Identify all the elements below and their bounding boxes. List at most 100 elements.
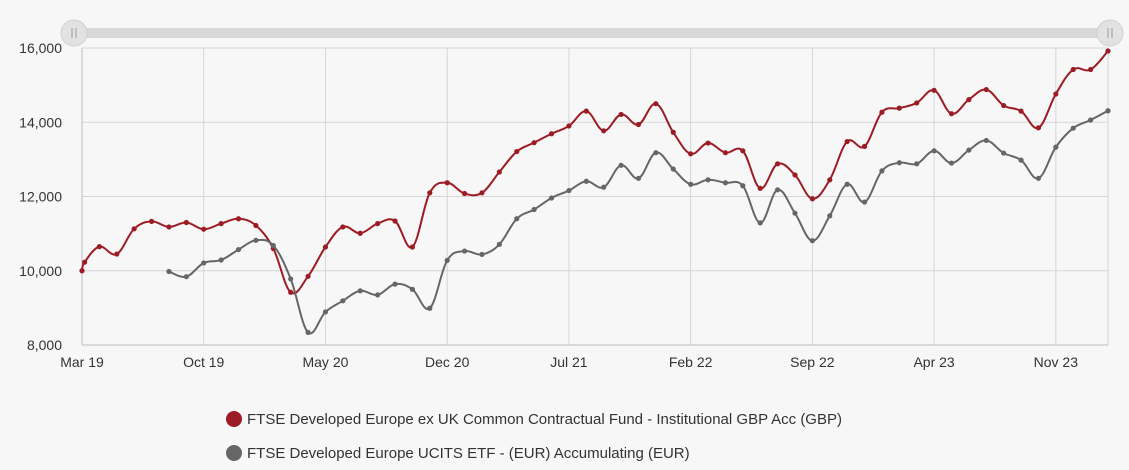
data-point[interactable] <box>496 169 502 175</box>
data-point[interactable] <box>740 183 746 189</box>
data-point[interactable] <box>705 140 711 146</box>
data-point[interactable] <box>931 148 937 154</box>
data-point[interactable] <box>1105 48 1111 54</box>
data-point[interactable] <box>931 87 937 93</box>
data-point[interactable] <box>409 244 416 250</box>
data-point[interactable] <box>914 161 920 167</box>
data-point[interactable] <box>966 97 972 103</box>
data-point[interactable] <box>392 218 398 224</box>
data-point[interactable] <box>757 185 763 191</box>
data-point[interactable] <box>1053 91 1059 97</box>
data-point[interactable] <box>705 177 711 183</box>
data-point[interactable] <box>722 150 729 156</box>
data-point[interactable] <box>844 138 850 145</box>
data-point[interactable] <box>635 175 642 181</box>
data-point[interactable] <box>1053 144 1059 150</box>
legend-item-fund[interactable]: FTSE Developed Europe ex UK Common Contr… <box>226 402 842 436</box>
data-point[interactable] <box>566 123 572 129</box>
data-point[interactable] <box>583 108 589 114</box>
data-point[interactable] <box>1035 175 1042 181</box>
data-point[interactable] <box>1088 117 1094 123</box>
data-point[interactable] <box>479 190 485 196</box>
data-point[interactable] <box>322 244 329 250</box>
data-point[interactable] <box>1018 157 1024 163</box>
data-point[interactable] <box>427 305 433 311</box>
data-point[interactable] <box>183 274 189 280</box>
data-point[interactable] <box>983 137 989 144</box>
range-selector[interactable] <box>60 19 1124 47</box>
data-point[interactable] <box>340 298 346 304</box>
data-point[interactable] <box>879 168 885 174</box>
data-point[interactable] <box>131 226 137 232</box>
data-point[interactable] <box>392 281 398 287</box>
data-point[interactable] <box>740 148 746 154</box>
data-point[interactable] <box>201 226 207 232</box>
data-point[interactable] <box>809 196 815 202</box>
data-point[interactable] <box>461 248 468 254</box>
data-point[interactable] <box>583 178 589 184</box>
data-point[interactable] <box>288 289 294 295</box>
data-point[interactable] <box>514 216 520 222</box>
data-point[interactable] <box>914 100 920 106</box>
data-point[interactable] <box>757 220 763 226</box>
data-point[interactable] <box>375 292 381 298</box>
data-point[interactable] <box>601 184 607 190</box>
data-point[interactable] <box>844 181 850 187</box>
data-point[interactable] <box>1001 102 1007 109</box>
range-handle-right[interactable] <box>1096 19 1124 47</box>
data-point[interactable] <box>1105 108 1111 114</box>
data-point[interactable] <box>566 187 572 194</box>
data-point[interactable] <box>983 86 989 93</box>
data-point[interactable] <box>827 213 833 219</box>
data-point[interactable] <box>253 222 259 229</box>
data-point[interactable] <box>548 131 555 137</box>
data-point[interactable] <box>966 147 972 153</box>
data-point[interactable] <box>670 129 676 135</box>
data-point[interactable] <box>461 190 468 197</box>
data-point[interactable] <box>322 309 329 315</box>
data-point[interactable] <box>340 224 346 230</box>
data-point[interactable] <box>305 273 311 279</box>
data-point[interactable] <box>861 199 868 205</box>
data-point[interactable] <box>166 268 172 275</box>
data-point[interactable] <box>774 161 781 167</box>
data-point[interactable] <box>82 259 88 265</box>
data-point[interactable] <box>688 151 694 157</box>
data-point[interactable] <box>1070 125 1076 131</box>
data-point[interactable] <box>601 128 607 134</box>
data-point[interactable] <box>496 241 502 247</box>
data-point[interactable] <box>618 162 624 168</box>
data-point[interactable] <box>670 166 676 172</box>
data-point[interactable] <box>688 181 694 187</box>
data-point[interactable] <box>948 160 955 166</box>
data-point[interactable] <box>792 210 798 216</box>
data-point[interactable] <box>722 180 729 186</box>
data-point[interactable] <box>270 242 276 249</box>
data-point[interactable] <box>427 190 433 196</box>
data-point[interactable] <box>253 237 259 243</box>
data-point[interactable] <box>635 121 642 128</box>
data-point[interactable] <box>879 109 885 115</box>
data-point[interactable] <box>531 140 537 146</box>
data-point[interactable] <box>218 221 224 227</box>
data-point[interactable] <box>896 105 902 111</box>
data-point[interactable] <box>896 160 902 166</box>
data-point[interactable] <box>148 218 155 224</box>
data-point[interactable] <box>792 172 798 178</box>
data-point[interactable] <box>1088 66 1094 73</box>
data-point[interactable] <box>201 260 207 266</box>
data-point[interactable] <box>531 206 537 213</box>
data-point[interactable] <box>774 187 781 193</box>
data-point[interactable] <box>305 329 311 335</box>
data-point[interactable] <box>183 219 189 226</box>
data-point[interactable] <box>114 251 120 257</box>
data-point[interactable] <box>409 286 416 292</box>
data-point[interactable] <box>861 143 868 149</box>
data-point[interactable] <box>166 224 172 230</box>
range-handle-left[interactable] <box>60 19 88 47</box>
data-point[interactable] <box>79 268 85 274</box>
data-point[interactable] <box>948 111 955 117</box>
data-point[interactable] <box>357 288 363 294</box>
data-point[interactable] <box>479 251 485 258</box>
data-point[interactable] <box>96 244 102 250</box>
